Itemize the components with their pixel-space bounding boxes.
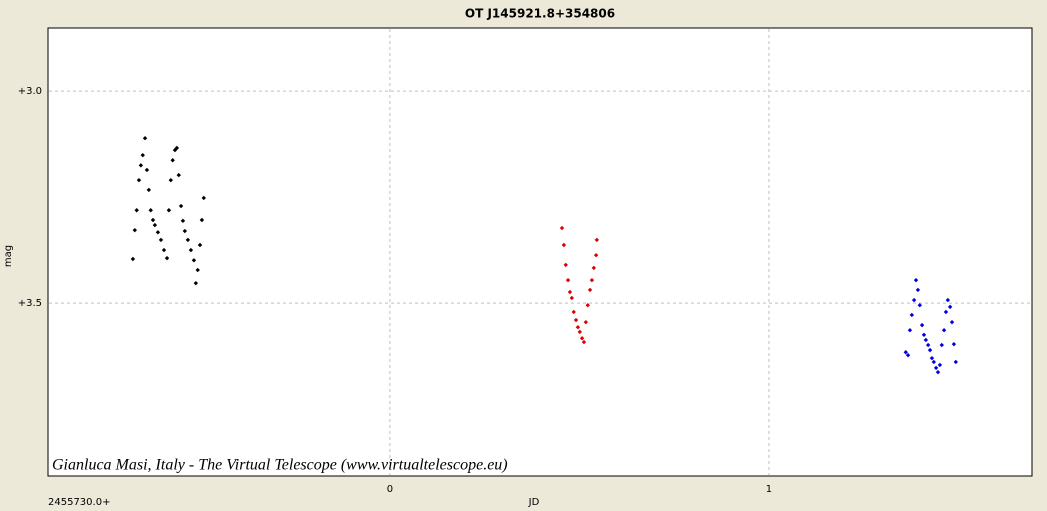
data-point bbox=[170, 158, 175, 163]
data-point bbox=[911, 297, 917, 303]
data-point bbox=[178, 203, 184, 209]
data-point bbox=[188, 247, 194, 253]
data-point bbox=[587, 287, 593, 293]
data-point bbox=[164, 255, 170, 261]
data-point bbox=[915, 287, 921, 293]
data-point bbox=[150, 217, 156, 223]
data-point bbox=[935, 369, 941, 375]
data-point bbox=[195, 267, 200, 273]
data-point bbox=[577, 329, 582, 335]
data-point bbox=[158, 237, 164, 243]
x-offset-label: 2455730.0+ bbox=[48, 497, 110, 508]
data-point bbox=[913, 277, 919, 283]
data-point bbox=[571, 309, 576, 315]
data-point bbox=[927, 347, 933, 353]
data-point bbox=[593, 252, 599, 258]
data-point bbox=[941, 327, 947, 333]
data-point bbox=[585, 302, 590, 308]
data-point bbox=[136, 177, 142, 183]
x-tick-label: 0 bbox=[387, 484, 393, 495]
data-point bbox=[567, 289, 573, 295]
data-point bbox=[921, 332, 927, 338]
credit: Gianluca Masi, Italy - The Virtual Teles… bbox=[52, 457, 508, 474]
data-point bbox=[166, 208, 172, 213]
data-point bbox=[191, 258, 197, 263]
data-point bbox=[909, 312, 915, 318]
data-point bbox=[134, 208, 139, 213]
data-point bbox=[161, 247, 167, 253]
x-tick-label: 1 bbox=[766, 484, 772, 495]
data-point bbox=[903, 350, 908, 355]
data-point bbox=[132, 227, 138, 233]
data-point bbox=[951, 341, 957, 347]
data-point bbox=[559, 225, 565, 231]
data-point bbox=[939, 342, 944, 348]
data-point bbox=[182, 228, 188, 234]
data-point bbox=[146, 187, 152, 193]
data-point bbox=[953, 359, 959, 365]
data-point bbox=[947, 304, 953, 310]
data-point bbox=[907, 327, 913, 333]
data-point bbox=[943, 309, 949, 315]
data-point bbox=[945, 297, 951, 303]
data-point bbox=[561, 242, 567, 248]
data-point bbox=[581, 339, 587, 345]
data-point bbox=[949, 319, 955, 325]
data-point bbox=[579, 336, 585, 341]
data-point bbox=[569, 295, 575, 301]
data-point bbox=[176, 172, 181, 178]
data-point bbox=[563, 262, 568, 268]
data-point bbox=[185, 237, 191, 243]
y-tick-label: +3.0 bbox=[18, 86, 42, 97]
data-point bbox=[591, 265, 597, 271]
data-point bbox=[573, 317, 579, 323]
data-point bbox=[130, 256, 136, 262]
data-point bbox=[168, 177, 174, 183]
data-point bbox=[174, 145, 180, 151]
data-point bbox=[929, 355, 935, 361]
data-point bbox=[925, 342, 931, 348]
data-point bbox=[937, 362, 943, 368]
data-point bbox=[931, 359, 937, 365]
data-point bbox=[142, 135, 148, 141]
data-point bbox=[565, 277, 571, 283]
data-point bbox=[152, 222, 158, 228]
data-point bbox=[201, 195, 206, 201]
data-point bbox=[905, 353, 911, 358]
data-point bbox=[583, 319, 589, 325]
data-point bbox=[589, 277, 595, 283]
data-point bbox=[933, 365, 939, 371]
data-point bbox=[138, 163, 144, 168]
data-point bbox=[594, 237, 600, 243]
chart-title: OT J145921.8+354806 bbox=[465, 7, 615, 21]
data-point bbox=[193, 280, 199, 286]
data-point bbox=[919, 322, 925, 328]
data-point bbox=[575, 325, 581, 330]
data-point bbox=[148, 208, 153, 213]
y-axis-label: mag bbox=[3, 245, 14, 267]
data-point bbox=[155, 230, 161, 235]
data-point bbox=[917, 302, 923, 308]
data-point bbox=[180, 218, 186, 224]
data-point bbox=[140, 152, 145, 158]
data-point bbox=[197, 242, 203, 248]
plot-area bbox=[47, 27, 1033, 477]
x-axis-label: JD bbox=[528, 497, 540, 508]
data-point bbox=[199, 217, 205, 223]
data-point bbox=[923, 337, 929, 343]
data-point bbox=[144, 167, 150, 173]
y-tick-label: +3.5 bbox=[18, 298, 42, 309]
